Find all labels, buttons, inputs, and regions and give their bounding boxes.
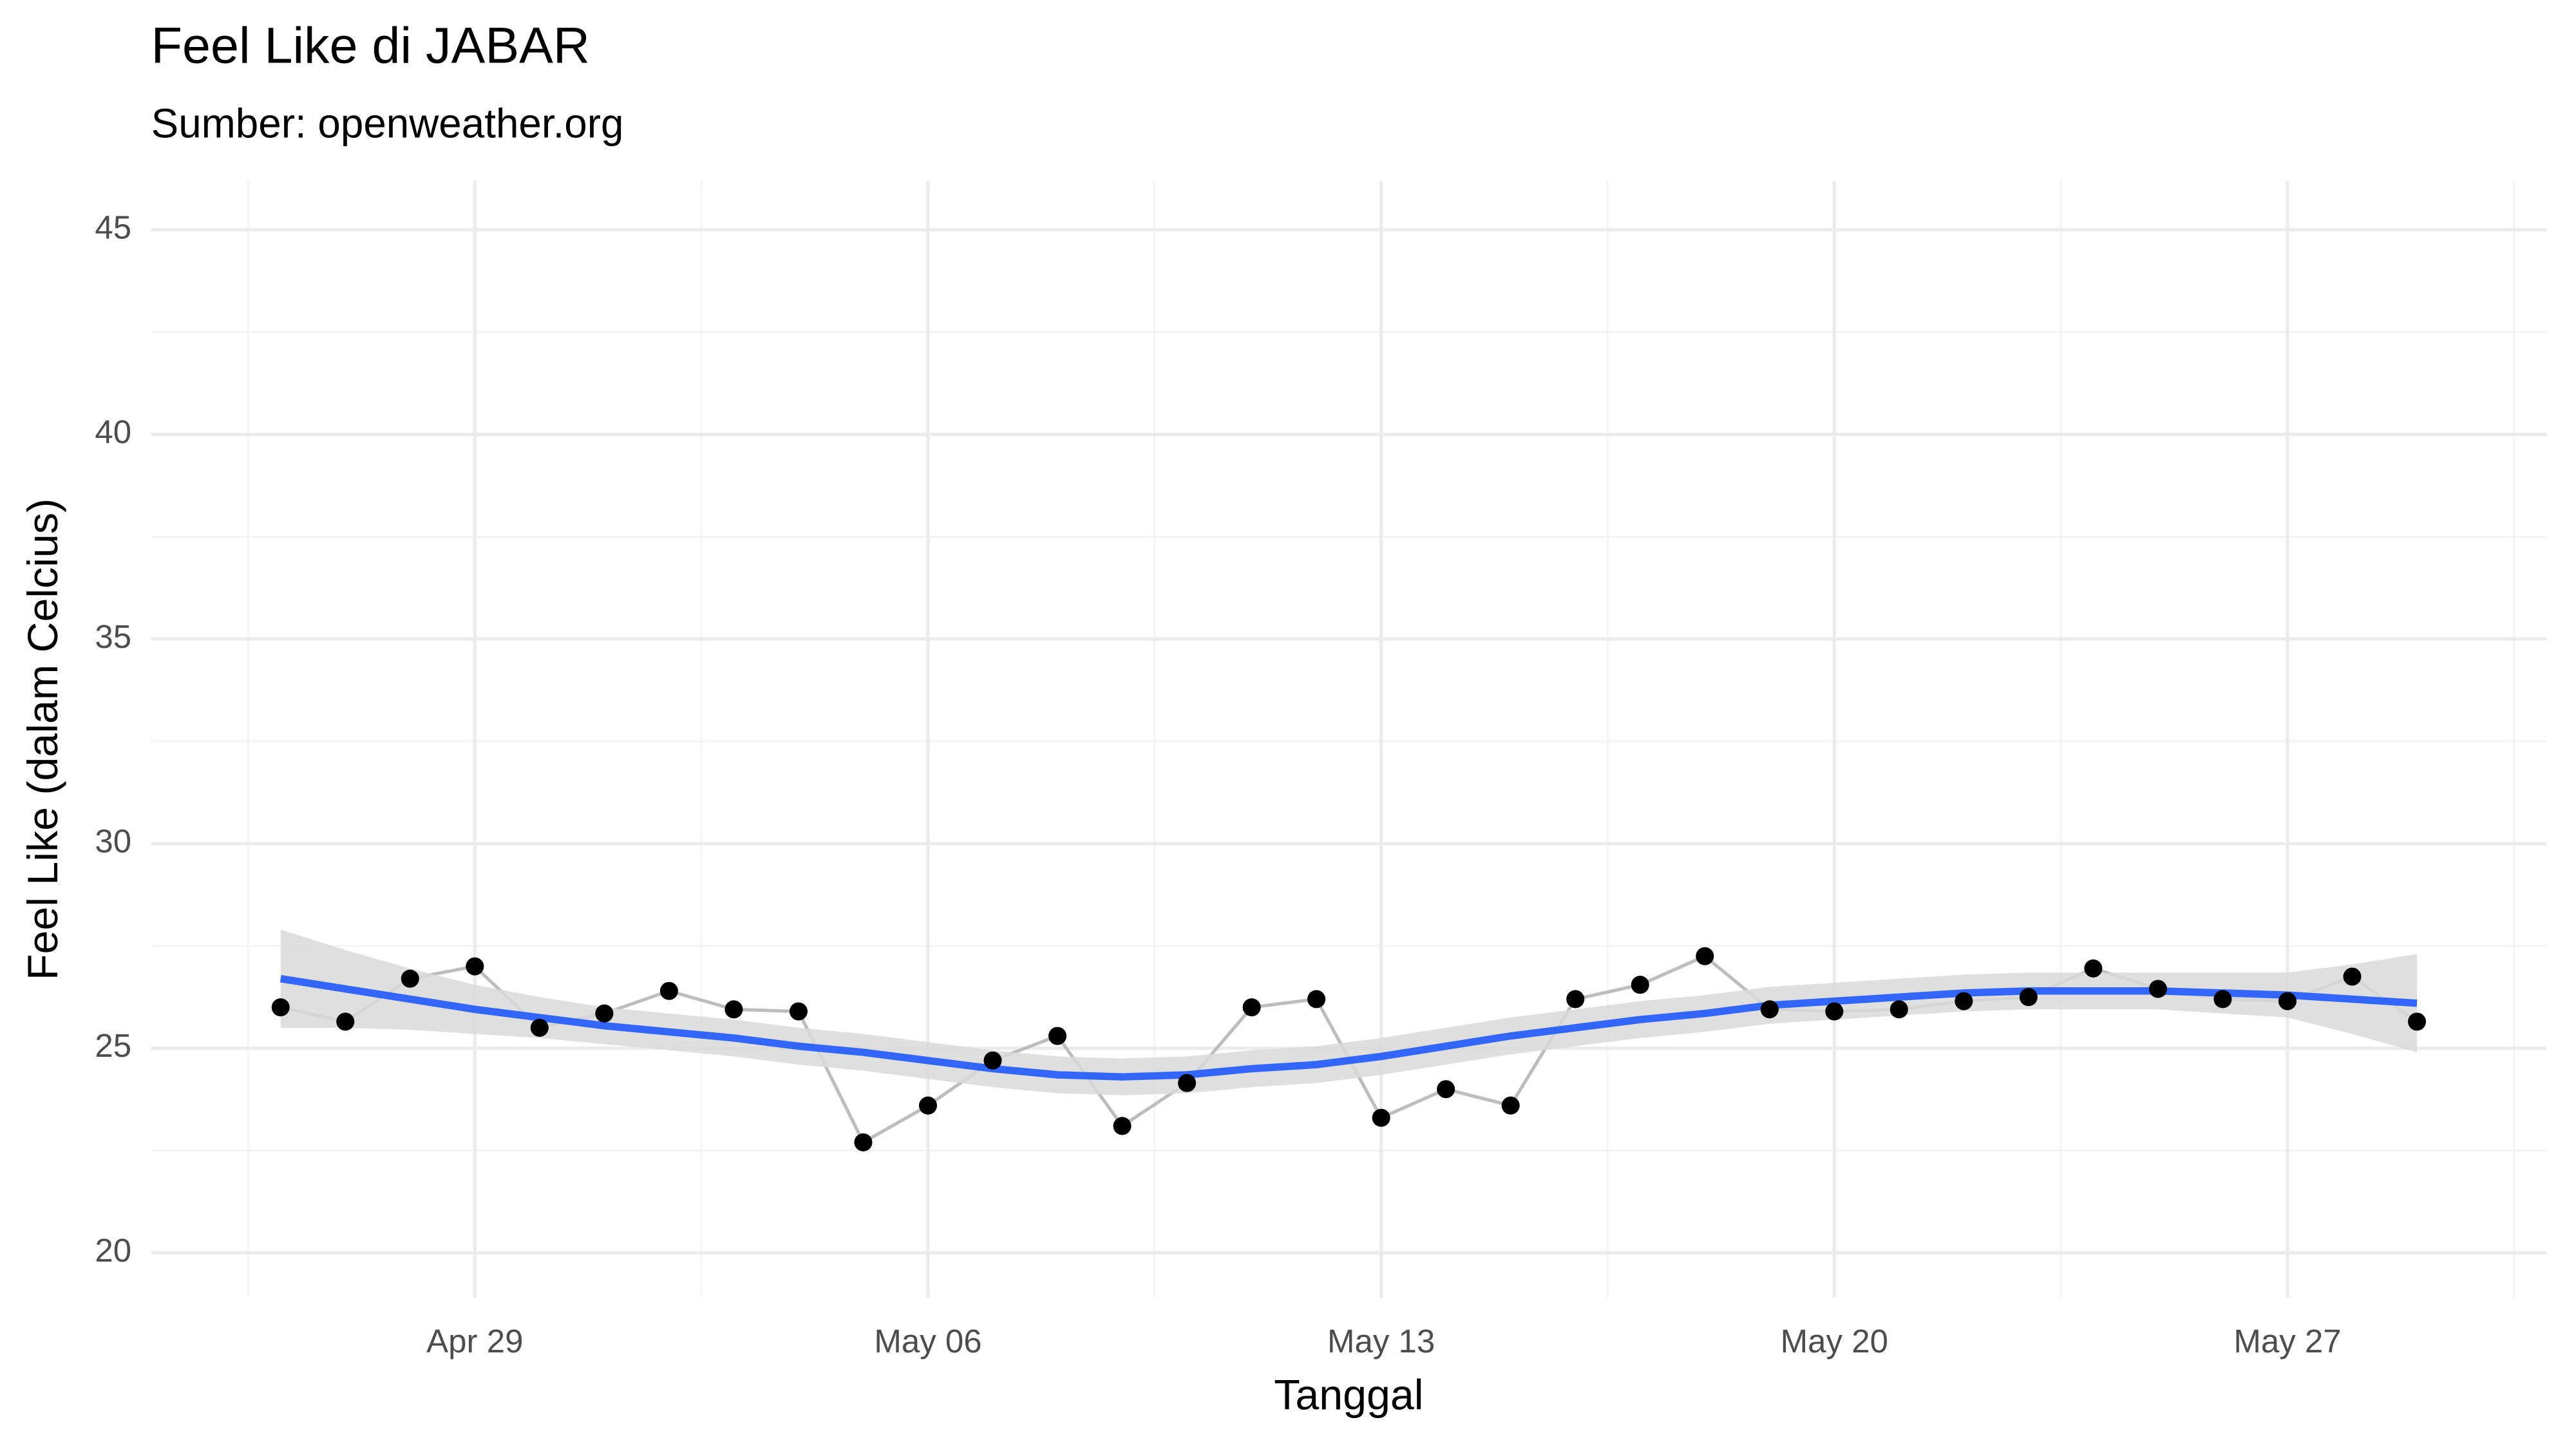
data-point [1825,1002,1844,1021]
y-tick-label: 30 [95,822,131,859]
data-point [1889,1000,1908,1019]
data-point [1501,1096,1520,1115]
data-point [918,1096,938,1115]
data-point [1372,1108,1390,1127]
data-point [983,1051,1002,1070]
data-point [1566,990,1585,1009]
data-point [336,1012,355,1031]
data-point [271,998,290,1017]
data-point [659,981,678,1000]
y-tick-label: 35 [95,618,131,655]
y-axis-title: Feel Like (dalam Celcius) [19,498,67,980]
data-point [2148,980,2167,998]
data-point [1955,992,1973,1010]
trend-line [279,975,2418,1081]
data-point [2343,967,2362,986]
data-point [1242,998,1261,1017]
data-point [2019,988,2038,1007]
data-point [2213,990,2232,1009]
x-tick-label: May 13 [1327,1323,1435,1359]
data-point [466,957,484,976]
y-tick-label: 20 [95,1232,131,1269]
x-tick-label: May 06 [874,1323,981,1359]
y-tick-label: 40 [95,413,131,450]
data-point [1437,1080,1455,1099]
y-tick-label: 45 [95,209,131,245]
x-tick-label: Apr 29 [426,1323,523,1359]
data-point [530,1018,549,1037]
data-point [1631,976,1649,994]
data-point [595,1004,614,1023]
y-tick-label: 25 [95,1027,131,1064]
data-point [1760,1000,1779,1019]
data-point [1307,990,1326,1009]
data-point [2084,959,2103,978]
x-tick-label: May 20 [1781,1323,1888,1359]
data-point [1178,1074,1197,1092]
confidence-band [280,929,2418,1095]
data-point [1696,947,1714,965]
data-point [1113,1117,1132,1135]
x-axis-title: Tanggal [1274,1371,1423,1419]
data-point [401,969,419,988]
data-point [2278,992,2297,1010]
chart-title: Feel Like di JABAR [151,16,590,73]
data-point [789,1002,808,1021]
data-point [1048,1027,1067,1045]
chart-subtitle: Sumber: openweather.org [151,100,624,146]
x-tick-label: May 27 [2233,1323,2341,1359]
data-point [2408,1012,2427,1031]
data-point [854,1133,873,1151]
data-point [724,1000,743,1019]
